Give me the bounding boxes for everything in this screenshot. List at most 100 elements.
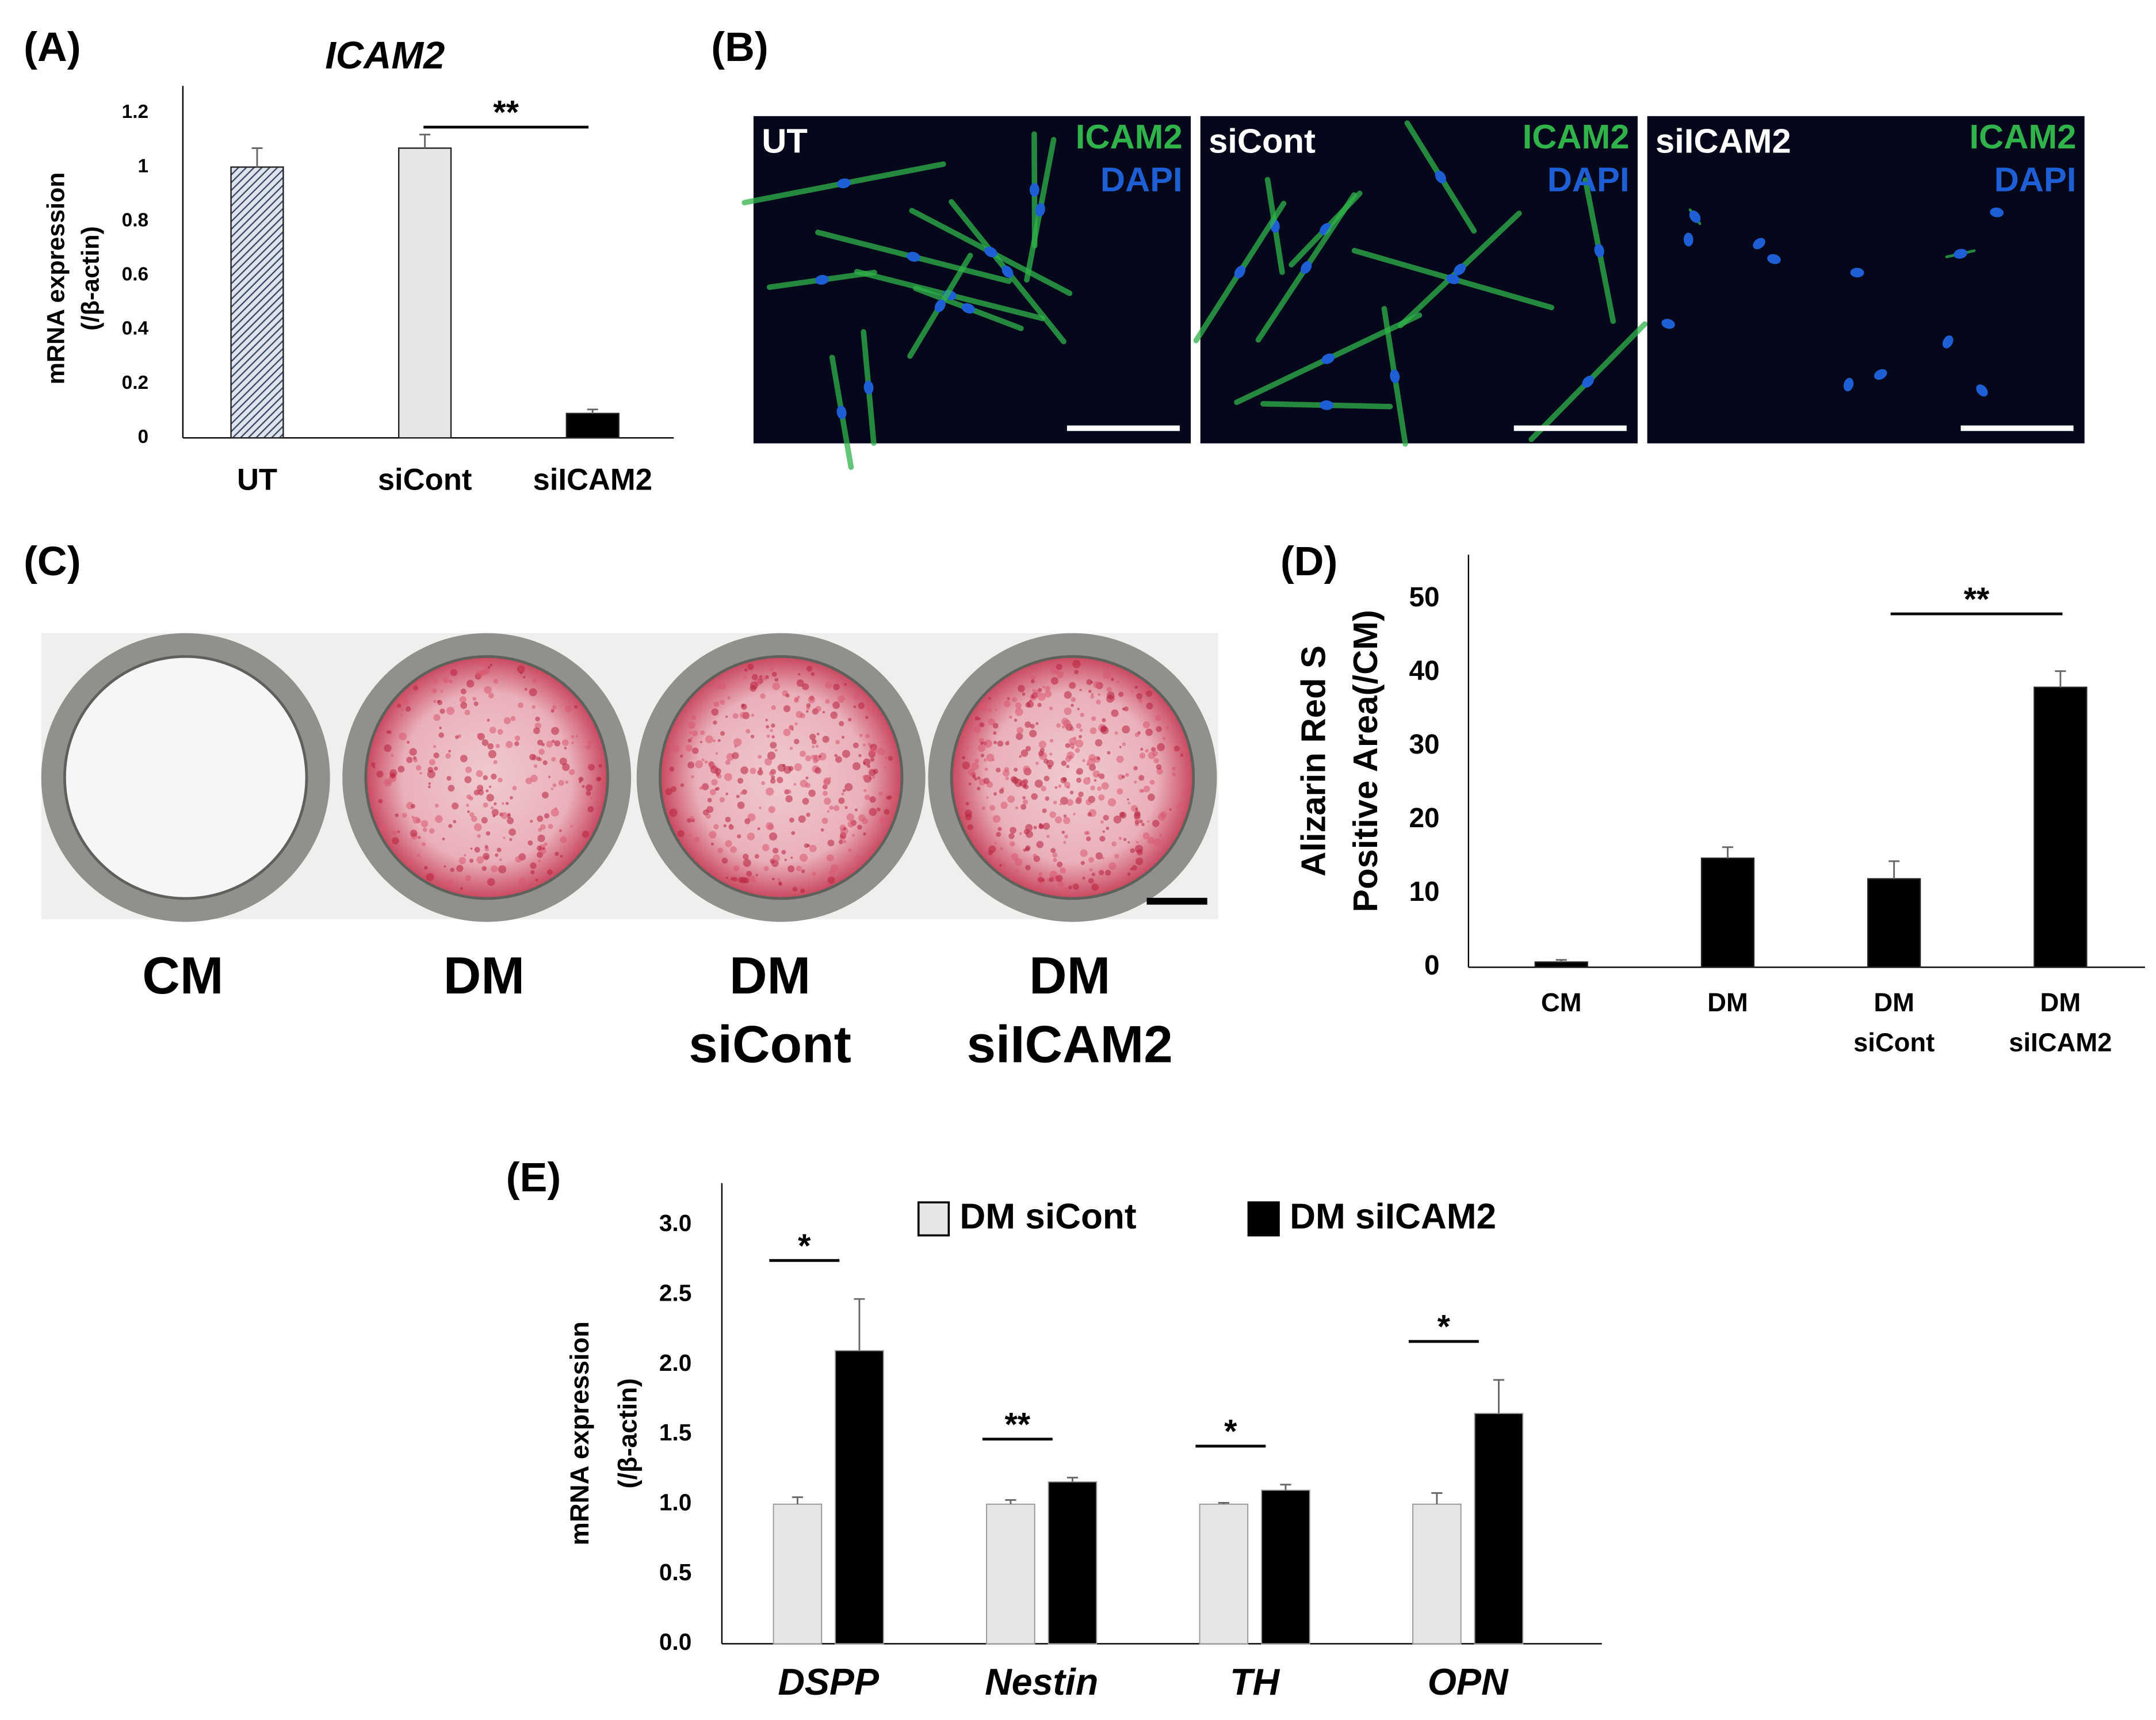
stain-speck bbox=[517, 665, 525, 674]
stain-speck bbox=[751, 674, 758, 681]
stain-speck bbox=[376, 770, 384, 778]
stain-speck bbox=[733, 738, 742, 747]
stain-speck bbox=[1060, 867, 1066, 874]
stain-speck bbox=[488, 693, 494, 699]
micrograph-background bbox=[1647, 116, 2085, 444]
stain-speck bbox=[793, 739, 800, 744]
stain-speck bbox=[1019, 832, 1022, 835]
stain-speck bbox=[769, 832, 778, 841]
stain-speck bbox=[1118, 691, 1124, 697]
stain-speck bbox=[551, 808, 559, 817]
x-tick-label: Nestin bbox=[985, 1661, 1098, 1703]
stain-speck bbox=[1136, 693, 1142, 700]
stain-speck bbox=[1045, 686, 1050, 691]
stain-speck bbox=[496, 847, 502, 853]
stain-speck bbox=[988, 718, 995, 725]
stain-speck bbox=[793, 783, 797, 786]
stain-speck bbox=[548, 775, 551, 778]
stain-speck bbox=[1118, 774, 1124, 780]
stain-speck bbox=[699, 740, 702, 743]
nucleus bbox=[1321, 353, 1335, 364]
stain-speck bbox=[1104, 869, 1111, 876]
stain-speck bbox=[848, 717, 852, 722]
stain-speck bbox=[1159, 833, 1163, 837]
stain-speck bbox=[1057, 881, 1064, 888]
stain-speck bbox=[538, 748, 545, 755]
stain-speck bbox=[458, 857, 467, 865]
stain-speck bbox=[544, 842, 548, 846]
stain-speck bbox=[800, 750, 806, 757]
stain-speck bbox=[1094, 779, 1097, 782]
significance-label: * bbox=[1438, 1309, 1451, 1346]
stain-speck bbox=[1076, 777, 1081, 783]
stain-speck bbox=[1015, 869, 1018, 872]
stain-speck bbox=[690, 736, 693, 740]
stain-speck bbox=[827, 854, 834, 862]
stain-speck bbox=[1061, 760, 1067, 766]
stain-speck bbox=[835, 740, 840, 744]
y-axis-label: mRNA expression bbox=[565, 1321, 594, 1545]
stain-speck bbox=[1088, 754, 1096, 761]
stain-speck bbox=[551, 709, 555, 713]
stain-speck bbox=[997, 859, 1001, 862]
stain-speck bbox=[486, 831, 491, 836]
stain-speck bbox=[555, 686, 557, 689]
stain-speck bbox=[771, 735, 775, 739]
stain-speck bbox=[714, 788, 718, 791]
stain-speck bbox=[1088, 857, 1094, 863]
y-tick-label: 1.5 bbox=[659, 1419, 691, 1446]
panel-label: (E) bbox=[506, 1155, 561, 1201]
stain-speck bbox=[974, 716, 979, 721]
stain-speck bbox=[1097, 786, 1102, 791]
stain-speck bbox=[1008, 715, 1012, 719]
stain-speck bbox=[819, 755, 822, 758]
micrograph: UT ICAM2 DAPI bbox=[741, 116, 1191, 470]
stain-speck bbox=[476, 785, 484, 792]
stain-speck bbox=[1080, 861, 1085, 865]
stain-speck bbox=[522, 675, 526, 679]
stain-speck bbox=[967, 824, 973, 831]
image-label: siICAM2 bbox=[1656, 121, 1791, 160]
stain-speck bbox=[720, 731, 725, 736]
stain-speck bbox=[980, 754, 984, 758]
stain-speck bbox=[551, 756, 556, 762]
nucleus bbox=[1301, 261, 1312, 274]
stain-speck bbox=[822, 784, 828, 790]
panel-label: (D) bbox=[1280, 538, 1338, 584]
stain-speck bbox=[694, 836, 700, 843]
stain-speck bbox=[692, 731, 698, 737]
stain-speck bbox=[533, 727, 540, 735]
micrograph: siCont ICAM2 DAPI bbox=[1193, 116, 1648, 447]
stain-speck bbox=[846, 813, 854, 821]
stain-speck bbox=[1100, 820, 1104, 824]
stain-speck bbox=[1056, 723, 1061, 728]
stain-speck bbox=[770, 741, 777, 749]
stain-speck bbox=[806, 710, 809, 713]
stain-speck bbox=[768, 806, 775, 813]
stain-speck bbox=[392, 837, 399, 844]
stain-speck bbox=[391, 754, 394, 758]
stain-speck bbox=[772, 682, 780, 690]
stain-speck bbox=[740, 792, 743, 795]
stain-speck bbox=[412, 752, 415, 755]
nucleus bbox=[1594, 243, 1604, 258]
stain-speck bbox=[464, 709, 471, 716]
chart-title: ICAM2 bbox=[325, 34, 445, 77]
stain-speck bbox=[481, 817, 488, 824]
stain-speck bbox=[1071, 697, 1076, 702]
stain-speck bbox=[530, 774, 538, 782]
y-tick-label: 1 bbox=[138, 155, 149, 177]
stain-speck bbox=[1107, 798, 1117, 807]
stain-speck bbox=[551, 788, 554, 790]
stain-speck bbox=[409, 748, 417, 756]
stain-speck bbox=[374, 803, 377, 806]
stain-speck bbox=[1091, 716, 1096, 721]
stain-speck bbox=[754, 854, 759, 859]
stain-speck bbox=[1147, 836, 1155, 844]
stain-speck bbox=[410, 830, 418, 837]
stain-speck bbox=[986, 796, 989, 799]
x-tick-label: UT bbox=[237, 463, 277, 497]
stain-speck bbox=[416, 818, 422, 824]
stain-speck bbox=[1151, 694, 1157, 699]
stain-speck bbox=[1140, 747, 1144, 751]
